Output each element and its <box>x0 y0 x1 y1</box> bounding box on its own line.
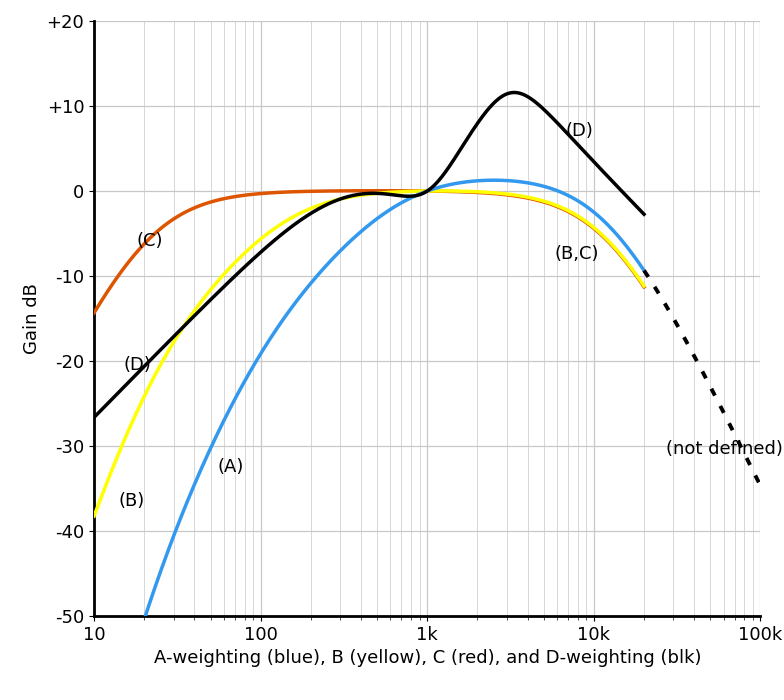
Text: (D): (D) <box>566 122 593 140</box>
Text: (B,C): (B,C) <box>554 245 599 263</box>
X-axis label: A-weighting (blue), B (yellow), C (red), and D-weighting (blk): A-weighting (blue), B (yellow), C (red),… <box>154 650 701 667</box>
Text: (B): (B) <box>118 491 145 510</box>
Text: (A): (A) <box>217 458 244 475</box>
Y-axis label: Gain dB: Gain dB <box>23 283 41 354</box>
Text: (not defined): (not defined) <box>666 440 782 458</box>
Text: (C): (C) <box>136 232 163 251</box>
Text: (D): (D) <box>123 356 151 374</box>
